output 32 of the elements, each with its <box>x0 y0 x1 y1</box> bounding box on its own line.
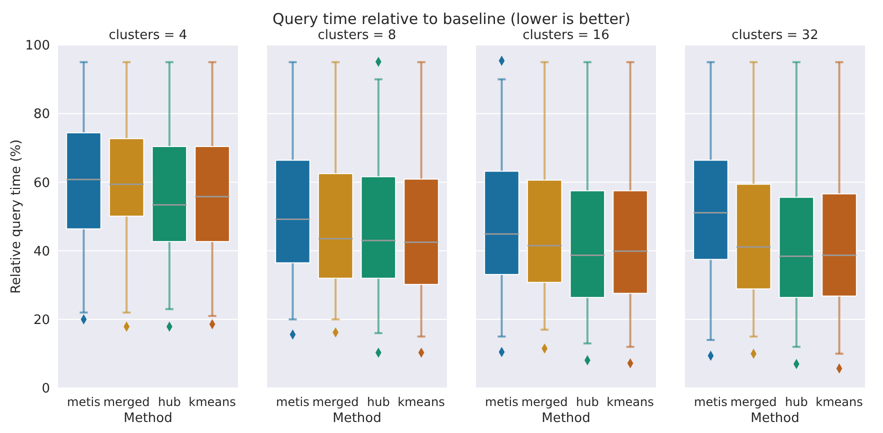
y-tick-label: 0 <box>42 382 50 397</box>
x-tick-label: kmeans <box>816 395 863 409</box>
x-axis-title: Method <box>332 411 382 426</box>
x-tick-label: hub <box>158 395 181 409</box>
x-tick-label: merged <box>521 395 568 409</box>
x-tick-label: metis <box>67 395 100 409</box>
chart-subtitle: clusters = 32 <box>732 28 818 43</box>
x-tick-label: merged <box>312 395 359 409</box>
chart-subtitle: clusters = 8 <box>318 28 396 43</box>
y-tick-label: 40 <box>33 244 50 260</box>
x-tick-label: hub <box>576 395 599 409</box>
x-tick-label: metis <box>694 395 728 409</box>
chart-subtitle: clusters = 4 <box>108 28 188 43</box>
x-tick-label: metis <box>276 395 310 409</box>
x-axis-title: Method <box>542 411 590 426</box>
x-tick-label: metis <box>485 395 518 409</box>
x-axis-title: Method <box>124 411 172 426</box>
text: Query time relative to baseline (lower is better) <box>272 10 630 28</box>
x-tick-label: hub <box>367 395 390 409</box>
x-tick-label: hub <box>785 395 808 409</box>
chart-subtitle: clusters = 16 <box>522 28 610 43</box>
x-tick-label: merged <box>103 395 150 409</box>
x-tick-label: merged <box>730 395 777 409</box>
y-tick-label: 20 <box>33 312 50 328</box>
x-tick-label: kmeans <box>188 395 236 409</box>
y-tick-label: 100 <box>25 38 50 54</box>
x-tick-label: kmeans <box>398 395 445 409</box>
x-tick-label: kmeans <box>606 395 654 409</box>
x-axis-title: Method <box>750 411 800 426</box>
y-tick-label: 60 <box>33 176 50 191</box>
y-axis-title: Relative query time (%) <box>9 139 24 294</box>
y-tick-label: 80 <box>33 107 50 122</box>
